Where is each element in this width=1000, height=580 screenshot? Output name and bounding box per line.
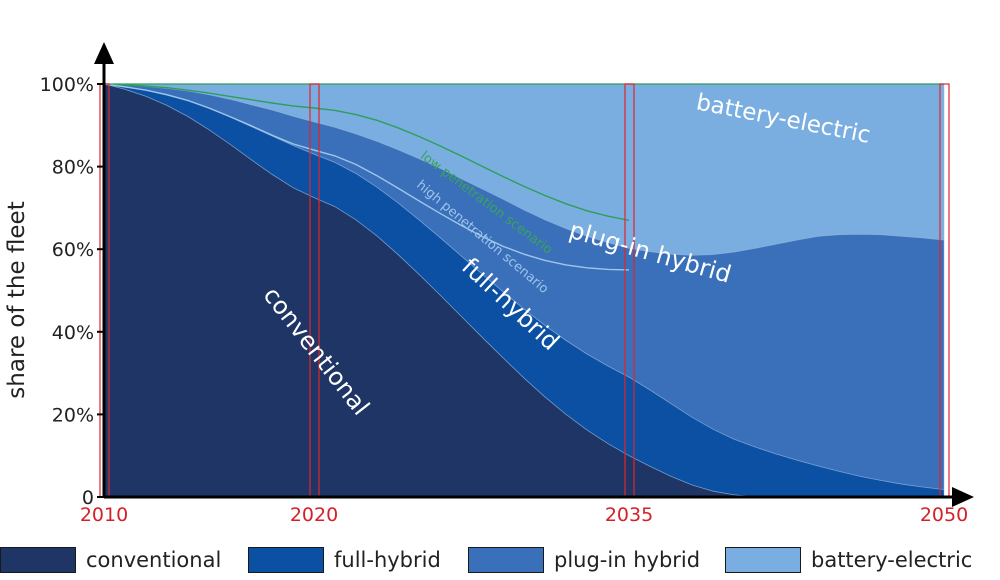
legend-label-plug-in-hybrid: plug-in hybrid <box>554 548 701 572</box>
y-tick-label: 40% <box>52 322 94 344</box>
x-tick-label: 2010 <box>80 504 128 526</box>
y-tick-label: 60% <box>52 239 94 261</box>
axes-group <box>94 42 974 507</box>
x-axis-arrowhead <box>952 487 974 507</box>
area-series-group <box>103 83 945 498</box>
y-tick-label: 20% <box>52 404 94 426</box>
legend-item-plug-in-hybrid: plug-in hybrid <box>468 546 700 574</box>
legend-label-full-hybrid: full-hybrid <box>334 548 441 572</box>
x-tick-label: 2020 <box>290 504 338 526</box>
y-tick-label: 80% <box>52 157 94 179</box>
scenario-line-low-penetration-scenario <box>103 83 630 221</box>
chart-legend: conventional full-hybrid plug-in hybrid … <box>0 544 1000 576</box>
x-tick-label: 2035 <box>605 504 653 526</box>
legend-item-conventional: conventional <box>0 546 221 574</box>
y-axis-arrowhead <box>94 42 114 64</box>
stacked-area-chart: 0 20% 40% 60% 80% 100% 2010 2020 2035 2050 share … <box>4 42 974 526</box>
scenario-line-high-penetration-scenario <box>103 83 630 271</box>
legend-swatch-battery-electric <box>725 547 801 573</box>
y-axis-title: share of the fleet <box>4 201 30 398</box>
legend-item-full-hybrid: full-hybrid <box>248 546 441 574</box>
tick-marks-group: 0 20% 40% 60% 80% 100% 2010 2020 2035 2050 <box>40 74 969 526</box>
legend-label-battery-electric: battery-electric <box>811 548 973 572</box>
x-tick-label: 2050 <box>920 504 968 526</box>
y-tick-label: 100% <box>40 74 94 96</box>
legend-item-battery-electric: battery-electric <box>725 546 972 574</box>
legend-label-conventional: conventional <box>86 548 222 572</box>
legend-swatch-conventional <box>0 547 76 573</box>
legend-swatch-full-hybrid <box>248 547 324 573</box>
scenario-lines-group <box>103 83 944 271</box>
legend-swatch-plug-in-hybrid <box>468 547 544 573</box>
y-tick-label: 0 <box>82 487 94 509</box>
